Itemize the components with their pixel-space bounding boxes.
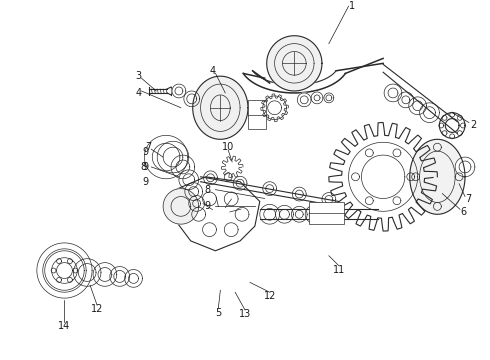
Polygon shape [157,141,189,173]
Text: 3: 3 [135,71,142,81]
Polygon shape [93,263,117,286]
Polygon shape [275,206,294,223]
Text: 4: 4 [209,66,216,76]
Polygon shape [185,183,202,201]
Polygon shape [267,36,322,91]
Polygon shape [110,266,129,286]
Polygon shape [179,170,198,190]
FancyBboxPatch shape [309,202,343,224]
Polygon shape [398,92,414,108]
Polygon shape [37,243,92,298]
Polygon shape [74,259,101,286]
Polygon shape [124,270,143,287]
Polygon shape [311,92,323,104]
Polygon shape [193,76,248,139]
Text: 6: 6 [460,207,466,217]
Text: 13: 13 [239,309,251,319]
Text: 9: 9 [204,201,211,211]
FancyBboxPatch shape [248,100,266,130]
Polygon shape [293,187,306,201]
Polygon shape [384,84,402,102]
Text: 4: 4 [135,88,142,98]
Text: 9: 9 [142,147,148,157]
Polygon shape [455,157,475,177]
Text: 14: 14 [58,321,71,331]
Polygon shape [260,204,279,224]
Polygon shape [163,189,198,224]
Polygon shape [329,122,438,231]
Polygon shape [321,206,337,222]
Text: 8: 8 [204,185,211,195]
Polygon shape [297,93,311,107]
Text: 12: 12 [91,304,103,314]
Polygon shape [45,251,84,290]
Text: 9: 9 [142,162,148,172]
Polygon shape [203,171,218,185]
Polygon shape [189,195,204,211]
Polygon shape [233,176,247,190]
Polygon shape [419,103,440,122]
Text: 7: 7 [465,194,471,204]
Text: 7: 7 [145,142,151,152]
Text: 8: 8 [140,162,147,172]
Polygon shape [409,97,426,114]
Polygon shape [292,206,307,222]
Polygon shape [171,177,260,251]
Polygon shape [305,206,323,223]
Polygon shape [324,93,334,103]
Text: 2: 2 [470,121,476,130]
Polygon shape [263,96,287,120]
Polygon shape [263,182,276,195]
Text: 9: 9 [142,177,148,187]
Polygon shape [322,193,336,206]
Polygon shape [410,139,465,214]
Polygon shape [440,113,465,138]
Polygon shape [172,84,186,98]
Polygon shape [184,91,199,107]
Polygon shape [261,94,289,122]
Polygon shape [171,155,195,179]
Text: 10: 10 [222,142,234,152]
Text: 11: 11 [333,265,345,275]
Polygon shape [221,156,243,178]
Text: 5: 5 [215,308,221,318]
Text: 12: 12 [264,291,276,301]
Polygon shape [145,135,188,179]
Text: 1: 1 [348,1,355,11]
